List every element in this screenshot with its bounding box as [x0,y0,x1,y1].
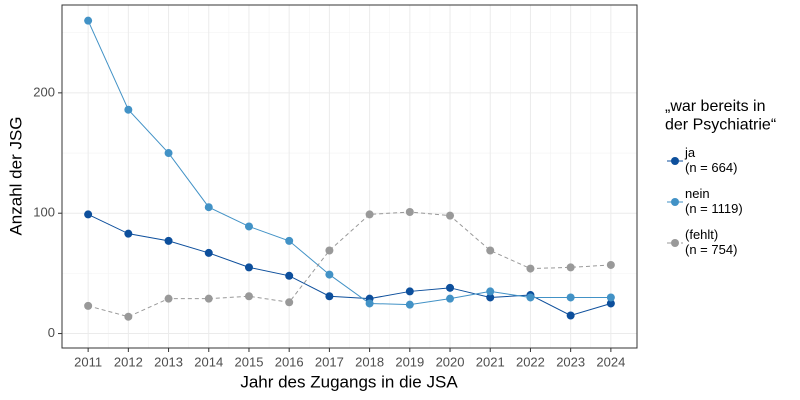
x-tick-label: 2011 [74,354,102,369]
plot-border [61,4,638,349]
data-point [526,293,535,302]
legend-label: nein (n = 1119) [685,186,743,216]
x-tick-label: 2024 [596,354,625,369]
data-point [446,283,455,292]
data-point [164,149,173,158]
data-point [606,260,615,269]
data-point [285,271,294,280]
x-tick-label: 2017 [315,354,344,369]
legend-key-point [671,239,679,247]
x-tick-label: 2018 [355,354,384,369]
data-point [204,203,213,212]
data-point [204,248,213,257]
x-tick-label: 2019 [395,354,424,369]
data-point [124,229,133,238]
data-point [365,299,374,308]
x-tick-label: 2022 [516,354,545,369]
series-line [87,20,611,306]
data-point [124,105,133,114]
data-point [486,287,495,296]
series-line [88,211,611,318]
y-axis-label: Anzahl der JSG [6,116,25,235]
legend-key-point [671,157,679,165]
data-point [486,293,495,302]
data-point [164,294,173,303]
data-point [405,300,414,309]
data-point [606,293,615,302]
data-point [405,208,414,217]
data-point [84,210,93,219]
legend-label: (fehlt) (n = 754) [685,227,737,257]
data-point [244,263,253,272]
data-point [566,293,575,302]
data-point [486,246,495,255]
y-tick-label: 200 [33,84,55,99]
data-point [325,270,334,279]
legend-title: „war bereits in der Psychiatrie“ [665,98,776,133]
data-point [446,294,455,303]
x-tick-label: 2023 [556,354,585,369]
y-tick-label: 100 [33,205,55,220]
y-tick-label: 0 [48,325,55,340]
x-tick-label: 2016 [275,354,304,369]
data-point [204,294,213,303]
x-tick-label: 2015 [235,354,264,369]
x-tick-label: 2012 [114,354,143,369]
legend-key-point [671,198,679,206]
data-point [365,210,374,219]
data-point [84,301,93,310]
data-point [566,263,575,272]
data-point [325,292,334,301]
data-point [244,222,253,231]
data-point [84,16,93,25]
x-tick-label: 2021 [476,354,505,369]
data-point [285,236,294,245]
x-tick-label: 2014 [194,354,223,369]
data-point [325,246,334,255]
legend-label: ja (n = 664) [684,145,737,175]
series-line [87,213,612,317]
data-point [244,292,253,301]
x-tick-label: 2013 [154,354,183,369]
x-tick-label: 2020 [436,354,465,369]
data-point [526,264,535,273]
data-point [446,211,455,220]
data-point [606,299,615,308]
data-point [124,312,133,321]
data-point [566,311,575,320]
data-point [164,236,173,245]
data-point [405,287,414,296]
data-point [285,298,294,307]
x-axis-label: Jahr des Zugangs in die JSA [240,372,458,391]
